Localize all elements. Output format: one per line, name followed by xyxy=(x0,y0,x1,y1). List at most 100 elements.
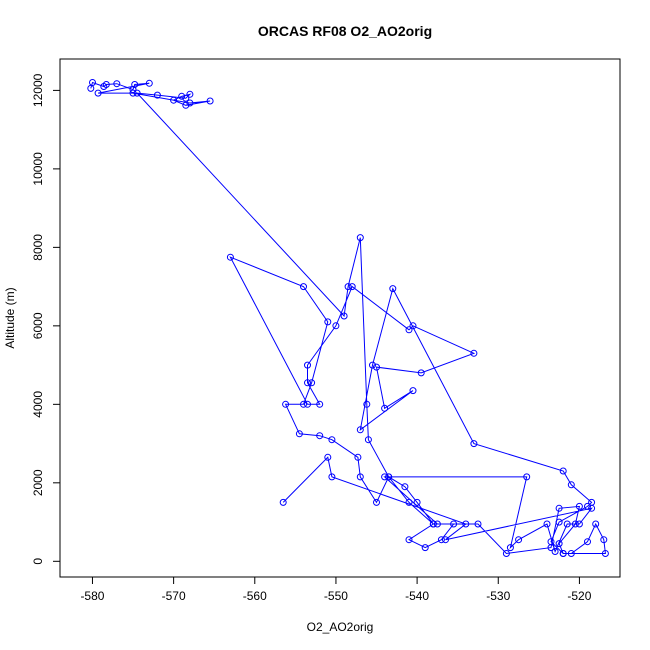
data-point xyxy=(178,92,186,100)
data-point xyxy=(304,379,311,387)
data-point xyxy=(409,322,417,330)
data-point xyxy=(316,400,324,408)
data-point xyxy=(588,504,596,512)
data-point xyxy=(170,96,178,104)
data-point xyxy=(332,322,340,330)
y-tick-label: 2000 xyxy=(31,469,45,496)
data-point xyxy=(186,90,194,98)
data-point xyxy=(300,400,307,408)
data-point xyxy=(344,283,352,291)
plot-frame xyxy=(59,58,621,578)
data-point xyxy=(369,361,376,369)
data-point xyxy=(300,283,307,291)
y-tick-label: 6000 xyxy=(31,312,45,339)
data-point xyxy=(102,81,110,88)
data-point xyxy=(571,520,579,528)
y-tick-label: 10000 xyxy=(31,152,45,186)
data-point xyxy=(409,387,417,395)
data-point xyxy=(555,540,563,548)
data-point xyxy=(356,234,364,242)
data-point xyxy=(437,536,445,544)
data-point xyxy=(356,473,364,481)
data-point xyxy=(304,400,311,408)
data-point xyxy=(584,538,591,546)
x-tick-label: -530 xyxy=(486,589,510,603)
data-point xyxy=(405,536,413,544)
data-point xyxy=(462,520,470,528)
data-point xyxy=(523,473,531,481)
data-point xyxy=(506,544,514,552)
data-point xyxy=(206,97,214,105)
data-point xyxy=(470,440,478,448)
data-point xyxy=(421,544,429,552)
data-point xyxy=(373,498,380,506)
data-point xyxy=(567,481,575,489)
data-point xyxy=(94,89,102,97)
data-point xyxy=(279,498,287,506)
data-point xyxy=(563,520,571,528)
data-point xyxy=(405,498,413,506)
data-point xyxy=(324,453,332,461)
x-tick-label: -580 xyxy=(80,589,104,603)
data-point xyxy=(129,89,137,97)
data-point xyxy=(575,520,583,528)
series-line xyxy=(90,81,606,555)
data-point xyxy=(356,426,364,434)
data-point xyxy=(470,349,478,357)
x-axis-label: O2_AO2orig xyxy=(307,620,374,634)
data-point xyxy=(555,518,563,526)
data-point xyxy=(555,504,563,512)
data-point xyxy=(381,404,389,412)
y-tick-label: 4000 xyxy=(31,391,45,418)
data-point xyxy=(381,473,389,481)
x-tick-label: -540 xyxy=(405,589,429,603)
data-point xyxy=(405,326,413,334)
data-point xyxy=(389,285,397,293)
data-point xyxy=(450,520,458,528)
data-point xyxy=(113,80,121,88)
y-axis: 0 2000 4000 6000 8000 10000 12000 xyxy=(31,73,60,565)
data-point xyxy=(354,453,362,461)
data-point xyxy=(304,361,311,369)
data-point xyxy=(502,550,510,557)
data-point xyxy=(592,520,600,528)
data-point xyxy=(131,81,139,88)
y-tick-label: 12000 xyxy=(31,73,45,107)
data-point xyxy=(474,520,482,528)
data-point xyxy=(543,520,551,528)
data-point xyxy=(433,520,441,528)
data-point xyxy=(575,502,583,510)
y-tick-label: 8000 xyxy=(31,234,45,261)
data-point xyxy=(226,253,234,261)
data-point xyxy=(601,550,609,557)
data-point xyxy=(316,432,324,440)
data-point xyxy=(584,502,591,510)
data-point xyxy=(515,536,523,544)
data-point xyxy=(186,99,194,107)
data-point xyxy=(133,89,141,97)
data-point xyxy=(89,79,96,86)
data-point xyxy=(547,544,555,552)
data-point xyxy=(182,101,190,109)
chart-title: ORCAS RF08 O2_AO2orig xyxy=(258,23,432,39)
data-point xyxy=(373,363,380,371)
plot-area xyxy=(87,79,609,557)
data-point xyxy=(567,550,575,557)
data-point xyxy=(385,473,393,481)
data-point xyxy=(559,550,567,557)
data-point xyxy=(308,379,316,387)
data-point xyxy=(324,318,332,326)
data-point xyxy=(282,400,290,408)
data-point xyxy=(145,79,153,87)
data-point xyxy=(559,467,567,475)
data-point xyxy=(413,498,421,506)
data-point xyxy=(551,548,559,555)
x-tick-label: -520 xyxy=(567,589,591,603)
data-point xyxy=(364,436,372,444)
data-point xyxy=(182,94,190,102)
data-point xyxy=(600,536,608,544)
data-point xyxy=(340,312,348,320)
data-point xyxy=(295,430,303,438)
x-axis: -580 -570 -560 -550 -540 -530 -520 xyxy=(80,577,592,603)
